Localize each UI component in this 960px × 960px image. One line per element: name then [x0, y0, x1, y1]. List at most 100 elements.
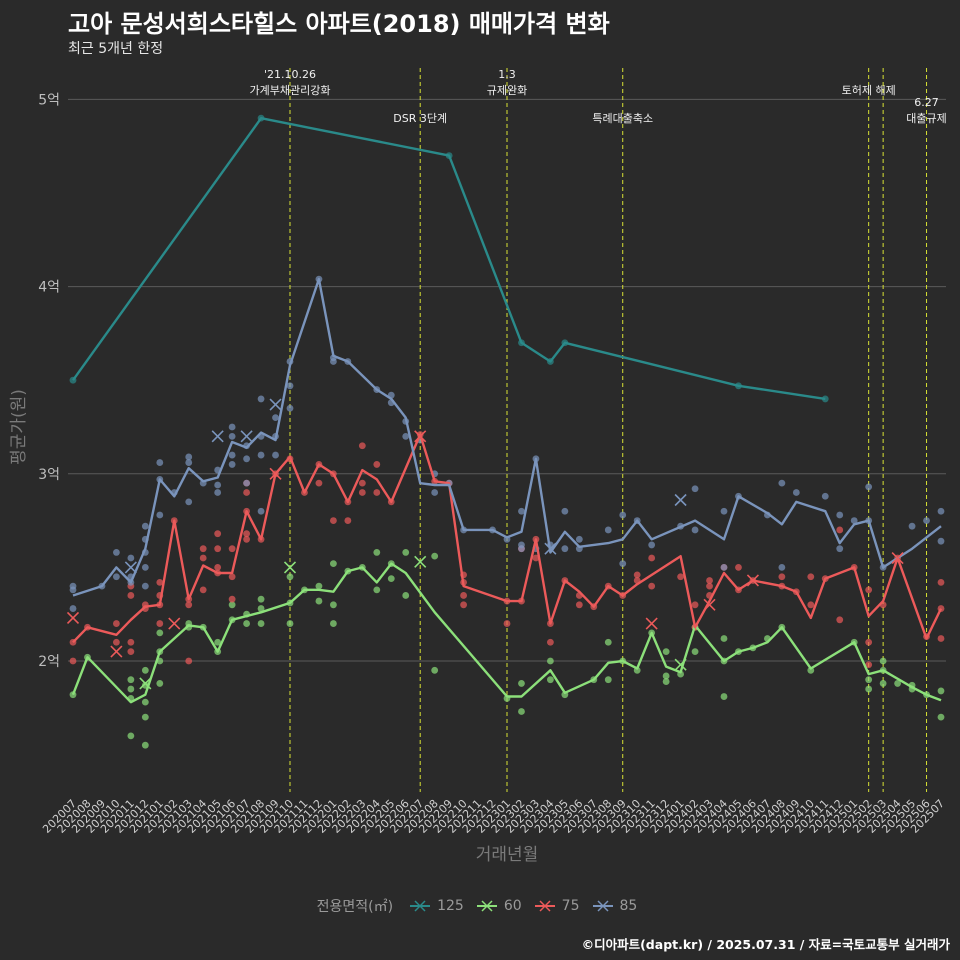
data-point-85 [127, 554, 135, 562]
cross-marker-60 [674, 658, 687, 671]
data-point-75 [460, 601, 467, 609]
data-point-60 [720, 693, 728, 700]
data-point-85 [691, 485, 699, 493]
data-point-60 [330, 601, 337, 609]
y-axis-label: 평균가(원) [9, 389, 29, 465]
series-line-60 [71, 562, 942, 704]
data-point-60 [141, 666, 149, 674]
data-point-60 [127, 676, 135, 684]
data-point-60 [431, 666, 439, 674]
data-point-60 [894, 680, 901, 687]
data-point-75 [677, 573, 684, 581]
data-point-85 [575, 535, 583, 543]
data-point-60 [879, 657, 887, 665]
cross-marker-85 [269, 398, 282, 411]
data-point-85 [778, 563, 786, 571]
data-point-85 [214, 489, 222, 496]
data-point-85 [156, 511, 164, 519]
data-point-75 [460, 592, 467, 599]
data-point-85 [937, 537, 945, 545]
data-point-60 [257, 595, 265, 603]
data-point-75 [113, 638, 120, 646]
data-point-60 [518, 680, 525, 687]
legend-item-60[interactable]: 60 [476, 898, 522, 914]
data-point-85 [561, 545, 569, 553]
data-point-75 [937, 635, 945, 642]
data-point-85 [286, 404, 294, 412]
data-point-75 [199, 545, 207, 553]
data-point-60 [257, 605, 265, 612]
data-point-75 [547, 638, 554, 646]
data-point-75 [865, 638, 873, 646]
legend-key-icon [534, 900, 555, 912]
data-point-60 [228, 601, 236, 609]
data-point-85 [286, 382, 294, 390]
data-point-75 [243, 489, 251, 496]
data-point-85 [720, 563, 728, 571]
data-point-85 [113, 573, 120, 581]
data-point-85 [778, 479, 786, 487]
data-point-75 [706, 582, 713, 590]
event-label: DSR 3단계 [393, 112, 447, 125]
cross-marker-85 [544, 542, 557, 555]
legend-label: 75 [561, 898, 580, 914]
data-point-85 [619, 511, 627, 519]
chart-subtitle: 최근 5개년 한정 [68, 41, 164, 57]
legend-item-85[interactable]: 85 [592, 898, 637, 914]
data-point-85 [69, 605, 77, 612]
data-point-85 [691, 526, 699, 534]
data-point-60 [547, 676, 554, 684]
event-label: 6.27 대출규제 [906, 96, 946, 125]
data-point-60 [662, 678, 670, 685]
data-point-85 [113, 549, 120, 556]
cross-marker-75 [703, 598, 716, 611]
legend-item-125[interactable]: 125 [409, 898, 464, 914]
source-caption: ©디아파트(dapt.kr) / 2025.07.31 / 자료=국토교통부 실… [581, 937, 950, 952]
data-point-85 [604, 526, 612, 534]
data-point-60 [879, 680, 887, 687]
data-point-75 [185, 601, 193, 609]
series-line-85 [72, 277, 942, 597]
data-point-60 [373, 549, 381, 556]
data-point-75 [199, 586, 207, 594]
data-point-85 [923, 517, 930, 524]
data-point-60 [402, 549, 410, 556]
data-point-75 [358, 479, 366, 487]
data-point-85 [908, 522, 916, 530]
legend-label: 125 [437, 898, 464, 914]
cross-marker-85 [240, 430, 253, 443]
data-point-60 [286, 620, 294, 627]
cross-marker-75 [891, 551, 904, 565]
data-point-60 [720, 635, 728, 642]
data-point-75 [214, 563, 222, 571]
data-point-75 [330, 517, 337, 524]
cross-marker-85 [211, 430, 224, 443]
data-point-85 [141, 563, 149, 571]
legend-item-75[interactable]: 75 [534, 898, 580, 914]
legend-key-icon [410, 900, 431, 912]
legend: 전용면적(㎡) 125 60 75 85 [0, 896, 960, 916]
data-point-75 [648, 554, 656, 562]
data-point-75 [127, 638, 135, 646]
data-point-60 [315, 582, 323, 590]
cross-marker-75 [269, 467, 282, 480]
data-point-85 [865, 483, 873, 491]
cross-marker-75 [110, 645, 123, 658]
data-point-60 [156, 629, 164, 637]
data-point-60 [315, 597, 323, 605]
data-point-85 [185, 498, 193, 506]
data-point-75 [315, 479, 323, 487]
data-point-75 [807, 573, 815, 581]
data-point-75 [243, 530, 251, 538]
data-point-60 [662, 648, 670, 656]
data-point-60 [141, 713, 149, 721]
y-tick-label: 2억 [38, 654, 60, 670]
data-point-75 [358, 489, 366, 496]
legend-label: 60 [503, 898, 522, 914]
event-label: 토허제 해제 [842, 83, 896, 97]
data-point-60 [286, 573, 294, 581]
cross-marker-60 [414, 555, 427, 568]
data-point-60 [937, 687, 945, 695]
data-point-60 [865, 685, 873, 693]
data-point-85 [243, 479, 251, 487]
